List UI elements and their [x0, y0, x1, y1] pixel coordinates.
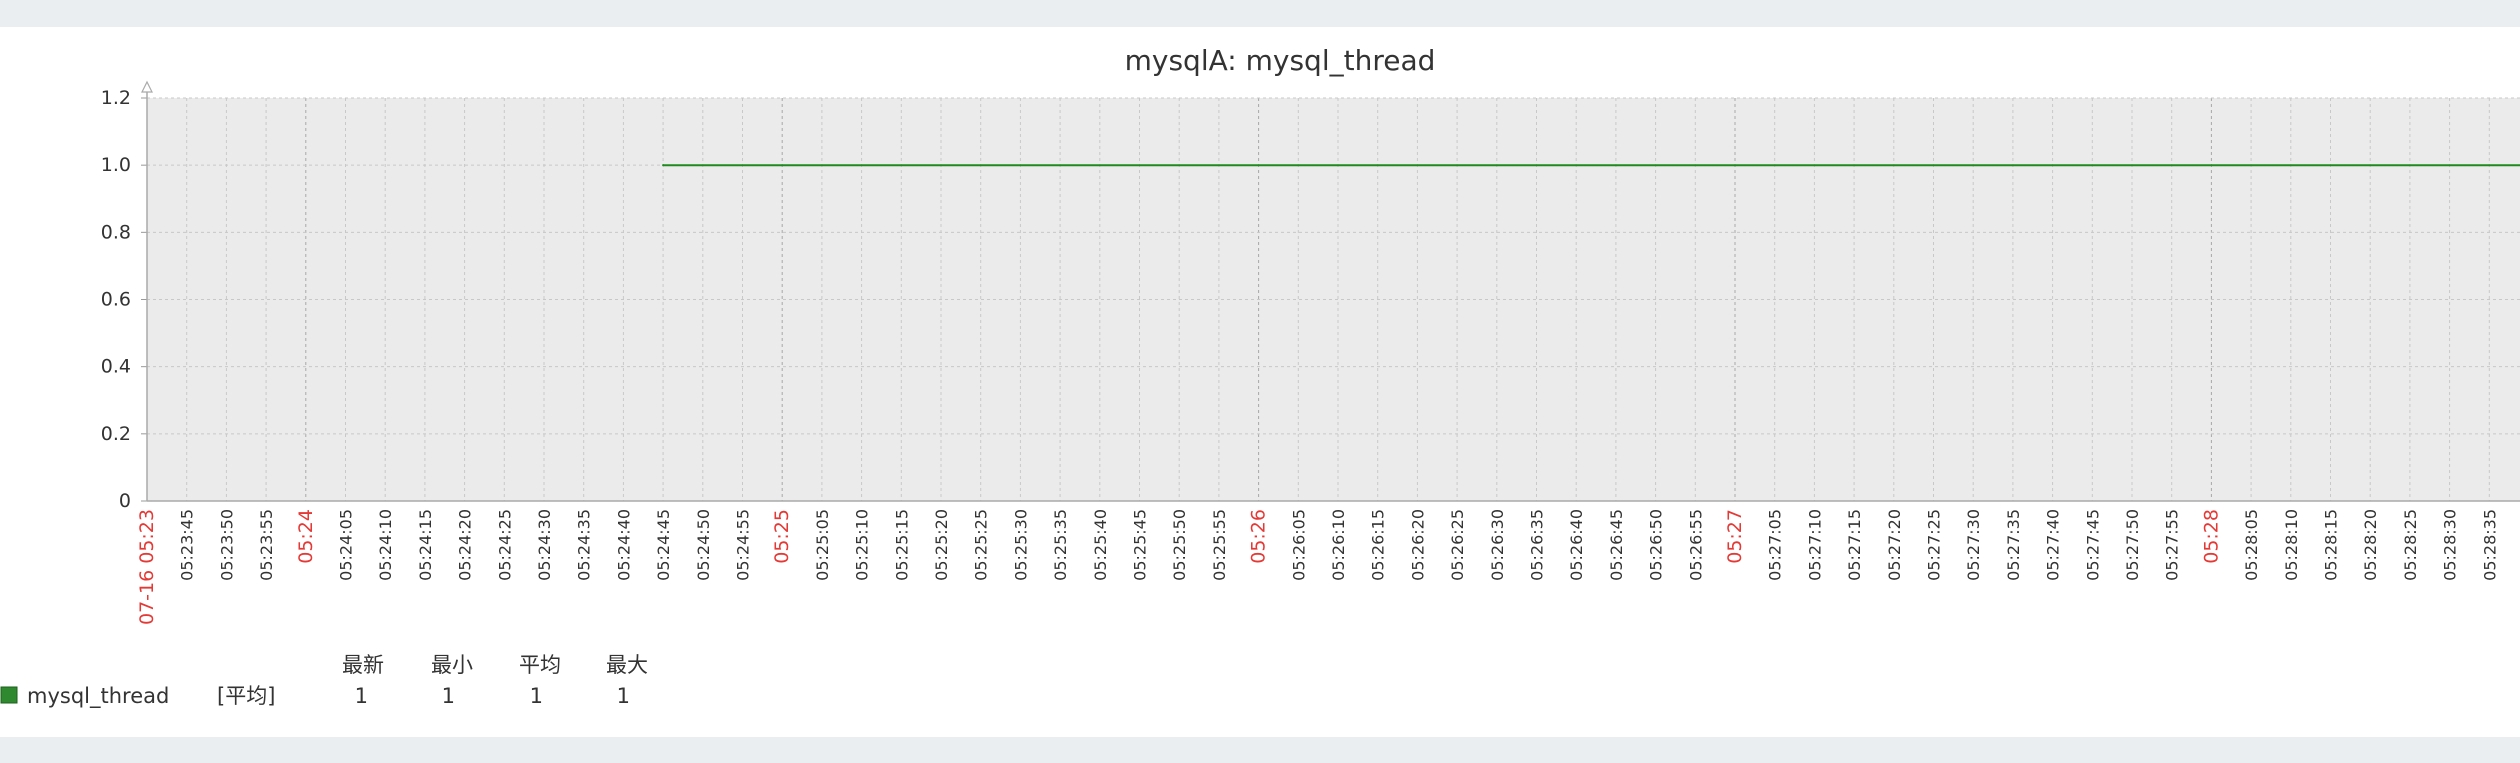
x-tick-label: 05:25:45: [1131, 509, 1150, 581]
x-tick-label: 05:26:40: [1567, 509, 1586, 581]
legend-header: 平均: [519, 653, 561, 677]
x-tick-label: 05:26:45: [1607, 509, 1626, 581]
x-tick-label: 05:26:20: [1408, 509, 1427, 581]
x-tick-label: 05:26:15: [1369, 509, 1388, 581]
legend-header: 最小: [431, 653, 473, 677]
x-tick-label: 05:25:25: [972, 509, 991, 581]
y-tick-label: 0: [119, 490, 131, 512]
x-tick-label: 05:25:55: [1210, 509, 1229, 581]
x-tick-label: 05:25:05: [813, 509, 832, 581]
legend-header: 最新: [342, 653, 384, 677]
y-tick-label: 1.2: [101, 87, 131, 109]
x-tick-label: 05:26:25: [1448, 509, 1467, 581]
x-tick-label: 05:24:25: [495, 509, 514, 581]
x-tick-label: 05:26:50: [1647, 509, 1666, 581]
legend-series-name: mysql_thread: [27, 684, 169, 709]
x-tick-label: 05:25:30: [1011, 509, 1030, 581]
x-tick-label: 05:24:40: [614, 509, 633, 581]
x-tick-label: 05:24:15: [416, 509, 435, 581]
x-tick-label: 05:25:15: [892, 509, 911, 581]
x-tick-label: 05:27:40: [2044, 509, 2063, 581]
graph-chart: mysqlA: mysql_thread 07-16 05:23 05:23:45…: [0, 44, 2520, 709]
x-tick-label: 05:28:20: [2361, 509, 2380, 581]
legend-swatch: [0, 686, 18, 704]
x-tick-label: 05:27:45: [2083, 509, 2102, 581]
x-tick-label: 05:26:35: [1528, 509, 1547, 581]
x-tick-label: 05:26: [1248, 509, 1270, 564]
graph-panel: mysqlA: mysql_thread 07-16 05:23 05:23:45…: [0, 27, 2520, 737]
chart-title: mysqlA: mysql_thread: [1125, 44, 1436, 77]
x-tick-label: 05:26:05: [1289, 509, 1308, 581]
legend-value: 1: [530, 684, 543, 708]
x-tick-label: 05:25:40: [1091, 509, 1110, 581]
x-tick-label: 05:28:10: [2282, 509, 2301, 581]
x-tick-label: 05:25:20: [932, 509, 951, 581]
x-tick-label: 05:28:15: [2322, 509, 2341, 581]
x-tick-label: 05:26:30: [1488, 509, 1507, 581]
x-tick-label: 05:25:35: [1051, 509, 1070, 581]
y-tick-label: 1.0: [101, 154, 131, 176]
x-tick-label: 05:26:10: [1329, 509, 1348, 581]
x-tick-label: 05:24:30: [535, 509, 554, 581]
x-tick-label: 05:27:50: [2123, 509, 2142, 581]
x-tick-label: 05:24:20: [456, 509, 475, 581]
x-tick-label: 05:24:10: [376, 509, 395, 581]
x-tick-label: 05:27:20: [1885, 509, 1904, 581]
y-axis-arrow-icon: [141, 80, 153, 93]
x-tick-label: 07-16 05:28: [2518, 509, 2520, 625]
data-point: [662, 164, 665, 167]
y-tick-label: 0.4: [101, 356, 131, 378]
x-tick-label: 05:27:25: [1925, 509, 1944, 581]
plot-area: 07-16 05:23 05:23:45 05:23:50 05:23:55 05:24…: [101, 80, 2520, 625]
x-tick-label: 05:27:55: [2163, 509, 2182, 581]
x-tick-label: 05:27:15: [1845, 509, 1864, 581]
x-tick-label: 05:25: [771, 509, 793, 564]
x-tick-label: 05:23:45: [178, 509, 197, 581]
x-tick-label: 05:27:05: [1766, 509, 1785, 581]
x-tick-label: 05:26:55: [1686, 509, 1705, 581]
legend-value: 1: [355, 684, 368, 708]
x-tick-label: 05:28: [2200, 509, 2222, 564]
x-tick-label: 05:24: [295, 509, 317, 564]
x-tick-label: 05:24:35: [575, 509, 594, 581]
y-tick-label: 0.2: [101, 423, 131, 445]
x-tick-label: 05:28:35: [2480, 509, 2499, 581]
y-tick-label: 0.8: [101, 221, 131, 243]
x-tick-label: 05:23:50: [217, 509, 236, 581]
x-tick-label: 05:28:30: [2441, 509, 2460, 581]
x-tick-label: 05:27:35: [2004, 509, 2023, 581]
x-tick-label: 05:27:10: [1805, 509, 1824, 581]
x-tick-label: 07-16 05:23: [136, 509, 158, 625]
x-tick-label: 05:24:50: [694, 509, 713, 581]
y-tick-label: 0.6: [101, 289, 131, 311]
x-tick-label: 05:24:05: [337, 509, 356, 581]
x-tick-label: 05:24:55: [734, 509, 753, 581]
x-tick-label: 05:28:25: [2401, 509, 2420, 581]
x-tick-label: 05:27:30: [1964, 509, 1983, 581]
x-tick-label: 05:27: [1724, 509, 1746, 564]
x-tick-label: 05:24:45: [654, 509, 673, 581]
legend-function: [平均]: [217, 684, 275, 708]
x-tick-label: 05:25:10: [853, 509, 872, 581]
legend-header: 最大: [606, 653, 648, 677]
x-tick-label: 05:23:55: [257, 509, 276, 581]
legend-value: 1: [617, 684, 630, 708]
x-tick-label: 05:28:05: [2242, 509, 2261, 581]
x-tick-label: 05:25:50: [1170, 509, 1189, 581]
legend: 最新 最小 平均 最大 mysql_thread [平均] 1 1 1 1: [0, 653, 648, 709]
legend-value: 1: [442, 684, 455, 708]
